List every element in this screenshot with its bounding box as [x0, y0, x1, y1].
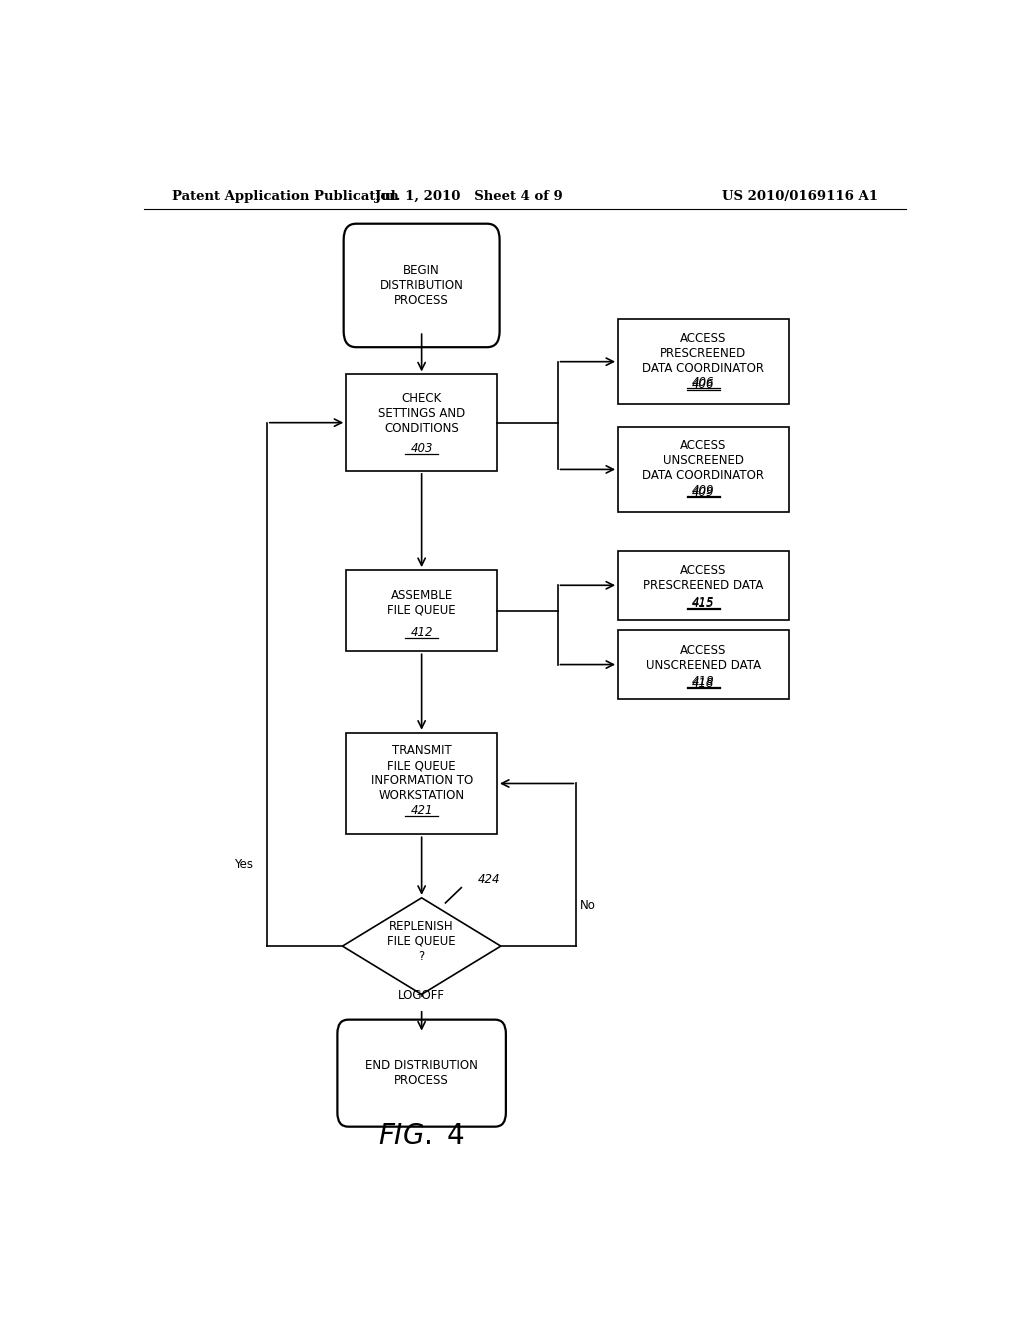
FancyBboxPatch shape — [344, 223, 500, 347]
Text: Jul. 1, 2010   Sheet 4 of 9: Jul. 1, 2010 Sheet 4 of 9 — [376, 190, 563, 202]
Bar — [346, 733, 497, 834]
Text: BEGIN
DISTRIBUTION
PROCESS: BEGIN DISTRIBUTION PROCESS — [380, 264, 464, 308]
Text: ASSEMBLE
FILE QUEUE: ASSEMBLE FILE QUEUE — [387, 589, 456, 616]
Text: 412: 412 — [411, 626, 433, 639]
Text: TRANSMIT
FILE QUEUE
INFORMATION TO
WORKSTATION: TRANSMIT FILE QUEUE INFORMATION TO WORKS… — [371, 744, 473, 803]
Text: 415: 415 — [692, 598, 715, 610]
Text: US 2010/0169116 A1: US 2010/0169116 A1 — [722, 190, 878, 202]
Text: LOGOFF: LOGOFF — [398, 989, 445, 1002]
Bar — [618, 550, 788, 620]
Text: 421: 421 — [411, 804, 433, 817]
Text: No: No — [581, 899, 596, 912]
Text: 418: 418 — [692, 677, 715, 690]
Bar — [346, 375, 497, 471]
Text: 415: 415 — [692, 597, 715, 609]
Text: CHECK
SETTINGS AND
CONDITIONS: CHECK SETTINGS AND CONDITIONS — [378, 392, 465, 434]
Text: 406: 406 — [692, 376, 715, 389]
Text: END DISTRIBUTION
PROCESS: END DISTRIBUTION PROCESS — [366, 1059, 478, 1088]
Text: 418: 418 — [692, 676, 715, 688]
Bar — [618, 428, 788, 512]
Text: ACCESS
PRESCREENED DATA: ACCESS PRESCREENED DATA — [643, 565, 764, 593]
Text: 424: 424 — [478, 873, 501, 886]
Bar — [618, 630, 788, 700]
Text: ACCESS
UNSCREENED
DATA COORDINATOR: ACCESS UNSCREENED DATA COORDINATOR — [642, 440, 764, 483]
Text: ACCESS
PRESCREENED
DATA COORDINATOR: ACCESS PRESCREENED DATA COORDINATOR — [642, 331, 764, 375]
Polygon shape — [342, 898, 501, 994]
Text: REPLENISH
FILE QUEUE
?: REPLENISH FILE QUEUE ? — [387, 920, 456, 962]
Text: 409: 409 — [692, 486, 715, 499]
Text: 406: 406 — [692, 378, 715, 391]
Bar — [346, 570, 497, 651]
Text: 403: 403 — [411, 442, 433, 455]
Text: $\mathit{FIG.}$$\mathit{\ 4}$: $\mathit{FIG.}$$\mathit{\ 4}$ — [378, 1123, 465, 1150]
Bar — [618, 319, 788, 404]
Text: ACCESS
UNSCREENED DATA: ACCESS UNSCREENED DATA — [646, 644, 761, 672]
Text: Patent Application Publication: Patent Application Publication — [172, 190, 398, 202]
FancyBboxPatch shape — [337, 1019, 506, 1127]
Text: Yes: Yes — [233, 858, 253, 871]
Text: 409: 409 — [692, 484, 715, 498]
